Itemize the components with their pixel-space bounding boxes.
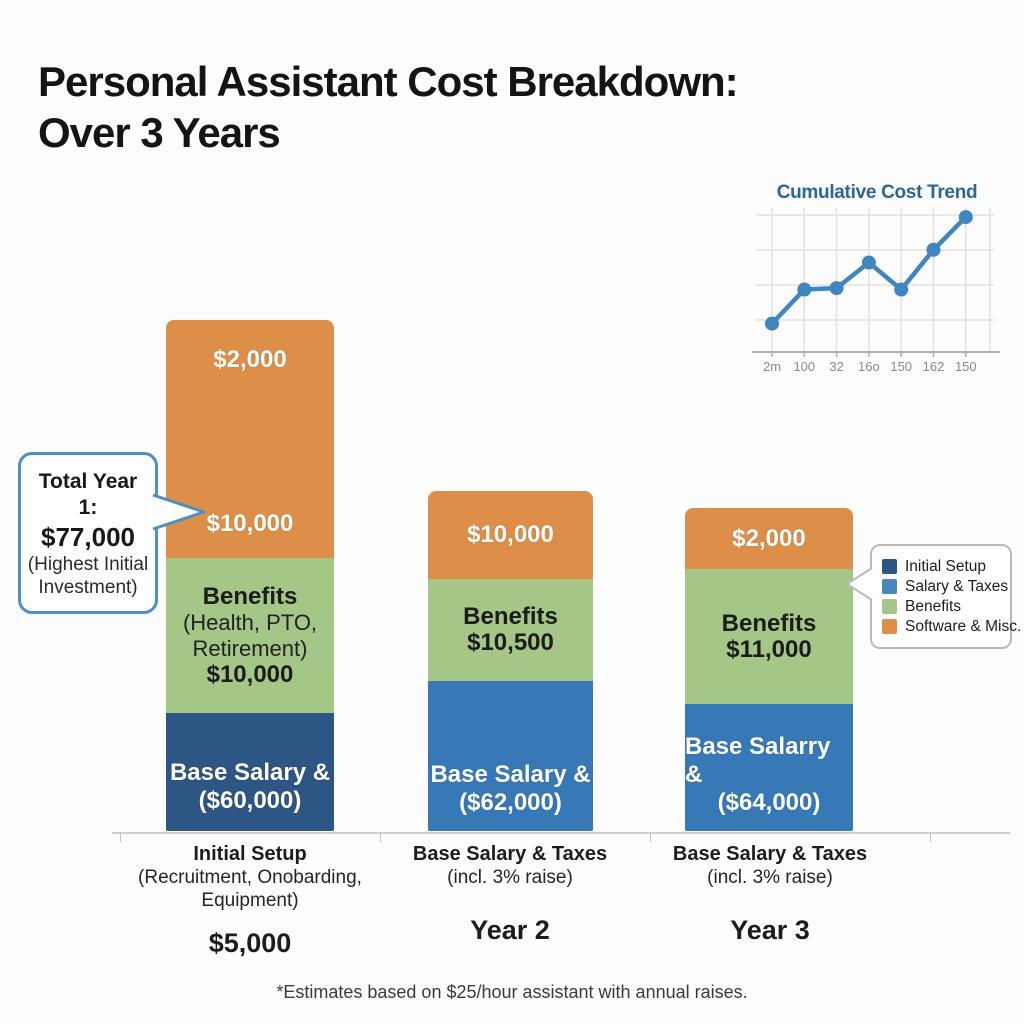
inset-line-chart: 2m 100 32 16o 150 162 150 — [752, 208, 1000, 374]
axis-label: Equipment) — [201, 890, 299, 911]
axis-tick — [380, 833, 381, 842]
callout-note: (Highest Initial — [27, 554, 149, 575]
bar-year1: $2,000 $10,000 Benefits (Health, PTO, Re… — [166, 320, 334, 831]
legend-label: Software & Misc. — [905, 618, 1022, 635]
legend-label: Salary & Taxes — [905, 578, 1009, 595]
x-axis-line — [112, 832, 1010, 834]
inset-x-label: 150 — [955, 359, 977, 374]
inset-chart-title: Cumulative Cost Trend — [776, 182, 978, 203]
axis-label: Base Salary & Taxes — [672, 843, 868, 865]
trend-point — [861, 255, 876, 270]
legend-item: Benefits — [882, 598, 1000, 615]
bar-year3: $2,000 Benefits $11,000 Base Salarry & (… — [685, 508, 853, 831]
segment-benefits-y2: Benefits $10,500 — [428, 579, 593, 681]
inset-x-label: 16o — [858, 359, 880, 374]
trend-point — [797, 282, 812, 297]
segment-software-misc-y2: $10,000 — [428, 491, 593, 579]
segment-salary-y3: Base Salarry & ($64,000) — [685, 704, 853, 831]
segment-value-label: $10,000 — [206, 660, 294, 688]
segment-value-label: $10,000 — [206, 510, 294, 537]
axis-label: Base Salary & Taxes — [412, 843, 608, 865]
trend-point — [894, 282, 909, 297]
legend-swatch-software-misc — [882, 619, 897, 634]
axis-tick — [650, 833, 651, 842]
axis-category-label: Year 3 — [730, 915, 810, 945]
trend-point — [926, 242, 941, 257]
inset-x-label: 162 — [923, 359, 945, 374]
legend-label: Benefits — [905, 598, 962, 615]
legend-label: Initial Setup — [905, 558, 986, 575]
segment-label: Benefits — [202, 582, 298, 610]
segment-value-label: $10,000 — [467, 521, 554, 548]
callout-title: Total Year 1: — [38, 470, 138, 519]
axis-category-label: Year 2 — [470, 915, 550, 945]
trend-point — [958, 210, 973, 225]
segment-benefits-y3: Benefits $11,000 — [685, 569, 853, 704]
segment-value-label: ($64,000) — [717, 789, 821, 816]
legend-item: Software & Misc. — [882, 618, 1021, 635]
segment-label: Base Salary & — [169, 759, 331, 786]
axis-label: (Recruitment, Onobarding, — [138, 867, 362, 888]
axis-label: (incl. 3% raise) — [447, 867, 573, 888]
legend-item: Salary & Taxes — [882, 578, 1008, 595]
segment-value-label: $2,000 — [732, 524, 806, 552]
trend-point — [765, 316, 779, 331]
legend-item: Initial Setup — [882, 558, 1000, 575]
segment-label: (Health, PTO, — [182, 609, 318, 635]
total-callout: Total Year 1: $77,000 (Highest Initial I… — [18, 452, 158, 614]
page-title: Personal Assistant Cost Breakdown: Over … — [38, 56, 888, 158]
trend-point — [829, 281, 844, 296]
inset-x-label: 150 — [890, 359, 912, 374]
axis-value-label: $5,000 — [208, 928, 292, 958]
segment-value-label: $10,500 — [467, 629, 554, 656]
segment-label: Retirement) — [192, 635, 308, 661]
footnote: *Estimates based on $25/hour assistant w… — [276, 982, 748, 1002]
inset-x-label: 100 — [793, 359, 815, 374]
segment-value-label: $11,000 — [726, 635, 812, 663]
axis-label-group-year2: Base Salary & Taxes (incl. 3% raise) Yea… — [390, 842, 630, 946]
segment-salary-y2: Base Salary & ($62,000) — [428, 681, 593, 831]
segment-benefits-y1: Benefits (Health, PTO, Retirement) $10,0… — [166, 558, 334, 713]
segment-software-misc-y1: $2,000 $10,000 — [166, 320, 334, 558]
inset-x-label: 2m — [763, 359, 781, 374]
segment-label: Benefits — [721, 609, 817, 637]
axis-label-group-year1: Initial Setup (Recruitment, Onobarding, … — [120, 842, 380, 959]
segment-label: Base Salary & — [430, 761, 591, 788]
legend-pointer — [846, 567, 873, 601]
inset-x-label: 32 — [829, 359, 843, 374]
legend-swatch-salary-taxes — [882, 579, 897, 594]
segment-software-misc-y3: $2,000 — [685, 508, 853, 569]
axis-label: Initial Setup — [193, 843, 307, 865]
axis-tick — [930, 833, 931, 842]
page-title-line2: Over 3 Years — [38, 109, 281, 157]
segment-value-label: $2,000 — [213, 346, 287, 373]
callout-value: $77,000 — [41, 522, 135, 552]
legend-swatch-initial-setup — [882, 559, 897, 574]
legend-swatch-benefits — [882, 599, 897, 614]
callout-note: Investment) — [38, 577, 138, 598]
segment-label: Benefits — [463, 603, 558, 630]
segment-value-label: ($60,000) — [198, 787, 302, 814]
legend: Initial Setup Salary & Taxes Benefits So… — [870, 544, 1021, 649]
segment-value-label: ($62,000) — [459, 789, 562, 816]
segment-salary-y1: Base Salary & ($60,000) — [166, 713, 334, 831]
axis-label-group-year3: Base Salary & Taxes (incl. 3% raise) Yea… — [650, 842, 890, 946]
page-title-line1: Personal Assistant Cost Breakdown: — [38, 58, 739, 105]
callout-pointer — [152, 493, 206, 531]
bar-year2: $10,000 Benefits $10,500 Base Salary & (… — [428, 491, 593, 831]
segment-label: Base Salarry & — [685, 733, 831, 788]
axis-tick — [120, 833, 121, 842]
axis-label: (incl. 3% raise) — [707, 867, 833, 888]
